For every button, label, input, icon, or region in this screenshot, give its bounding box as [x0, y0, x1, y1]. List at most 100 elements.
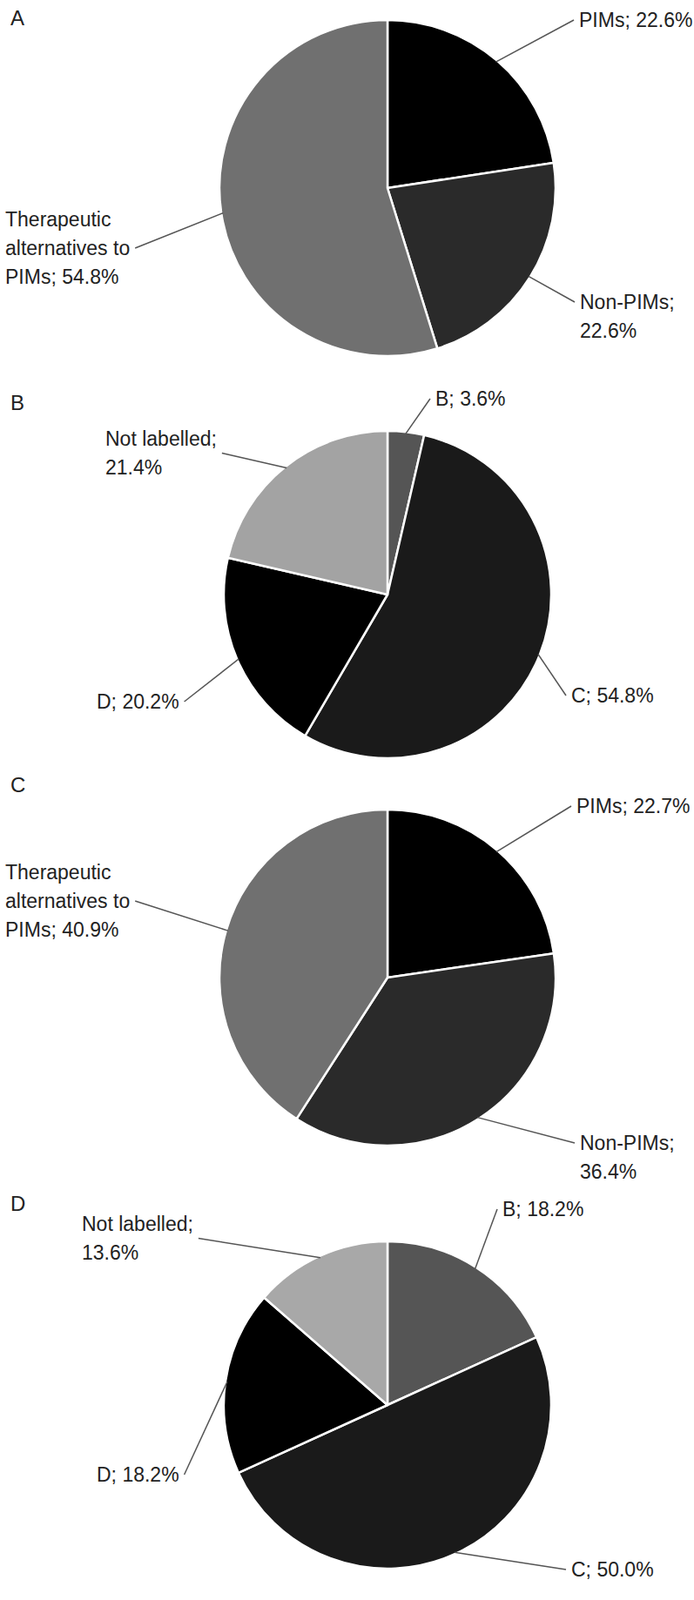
label-text: PIMs; — [579, 8, 631, 32]
label-text: 3.6% — [459, 387, 506, 411]
slice-label: Non-PIMs; 36.4% — [579, 1131, 675, 1184]
label-line: D; 18.2% — [96, 1463, 180, 1487]
pie-slice — [387, 809, 554, 978]
slice-label: Not labelled; 13.6% — [81, 1212, 194, 1265]
slice-label: D; 18.2% — [96, 1463, 180, 1487]
pie-slice — [228, 431, 388, 595]
leader-line — [528, 276, 575, 303]
label-text: B; — [502, 1198, 522, 1221]
label-text: D; — [96, 690, 117, 714]
label-line: 13.6% — [81, 1241, 139, 1265]
slice-label: B; 18.2% — [502, 1198, 584, 1221]
label-text: alternatives — [5, 236, 108, 260]
label-text: 13.6% — [81, 1241, 139, 1265]
panel-label: B — [10, 390, 25, 415]
pie-slice — [263, 1241, 388, 1406]
labels: B; 18.2% C; 50.0% D; 18.2% Not labelled; 13.… — [81, 1198, 654, 1582]
label-line: C; 54.8% — [571, 684, 654, 708]
slices — [219, 20, 556, 357]
label-text: 22.6% — [635, 8, 693, 32]
label-text: 22.6% — [579, 319, 637, 343]
leader-line — [496, 20, 574, 62]
label-text: 50.0% — [596, 1558, 654, 1582]
label-text: PIMs; — [5, 918, 57, 942]
label-line: PIMs; 54.8% — [5, 265, 119, 289]
label-text: 36.4% — [579, 1160, 637, 1184]
label-text: labelled; — [141, 427, 217, 451]
pie-panel: D B; 18.2% C; 50.0% D; 18.2% Not labelled; 13… — [10, 1192, 654, 1582]
label-line: PIMs; 40.9% — [5, 918, 119, 942]
label-text: Non-PIMs; — [579, 1131, 675, 1155]
label-text: 40.9% — [61, 918, 119, 942]
label-text: 22.7% — [633, 795, 690, 818]
leader-line — [222, 453, 287, 469]
label-line: B; 18.2% — [502, 1198, 584, 1221]
leader-line — [496, 806, 572, 853]
label-text: Therapeutic — [5, 861, 111, 884]
leader-line — [184, 1381, 228, 1476]
slices — [223, 431, 552, 759]
pie-panel: C PIMs; 22.7% Non-PIMs; 36.4% Therapeutic alt… — [5, 773, 690, 1184]
label-line: Non-PIMs; — [579, 1131, 675, 1155]
label-line: Non-PIMs; — [579, 290, 675, 314]
label-text: PIMs; — [5, 265, 57, 289]
label-line: Therapeutic — [5, 208, 111, 231]
leader-line — [475, 1209, 498, 1270]
label-line: Not labelled; — [81, 1212, 194, 1236]
label-line: PIMs; 22.6% — [579, 8, 693, 32]
leader-line — [405, 398, 431, 434]
panel-label: A — [10, 6, 25, 30]
label-text: 20.2% — [121, 690, 179, 714]
label-text: to — [113, 236, 130, 260]
pie-panel: A PIMs; 22.6% Non-PIMs; 22.6% Therapeutic alt… — [5, 6, 693, 357]
slices — [219, 809, 556, 1146]
slice-label: Therapeutic alternatives to PIMs; 54.8% — [5, 208, 130, 289]
label-text: PIMs; — [576, 795, 628, 818]
label-text: C; — [571, 684, 592, 708]
leader-line — [477, 1118, 575, 1144]
label-text: 18.2% — [121, 1463, 179, 1487]
pie-slice — [387, 20, 554, 189]
label-text: D; — [96, 1463, 117, 1487]
pie-panel: B B; 3.6% C; 54.8% D; 20.2% Not labelled; 21.… — [10, 387, 654, 759]
label-line: 36.4% — [579, 1160, 637, 1184]
pie-slice — [219, 809, 388, 1119]
slice-label: Therapeutic alternatives to PIMs; 40.9% — [5, 861, 130, 942]
slice-label: Non-PIMs; 22.6% — [579, 290, 675, 343]
label-line: B; 3.6% — [435, 387, 506, 411]
slice-label: PIMs; 22.7% — [576, 795, 690, 818]
labels: B; 3.6% C; 54.8% D; 20.2% Not labelled; 21.4… — [96, 387, 654, 714]
label-text: B; — [435, 387, 455, 411]
panel-label: C — [10, 773, 26, 797]
figure: A PIMs; 22.6% Non-PIMs; 22.6% Therapeutic alt… — [0, 0, 694, 1600]
leader-line — [134, 901, 229, 931]
label-text: 54.8% — [61, 265, 119, 289]
leader-line — [184, 659, 240, 702]
label-line: alternatives to — [5, 889, 130, 913]
panel-label: D — [10, 1192, 26, 1216]
label-text: labelled; — [118, 1212, 194, 1236]
leader-line — [454, 1552, 566, 1570]
slice-label: Not labelled; 21.4% — [105, 427, 217, 479]
label-line: Therapeutic — [5, 861, 111, 884]
label-line: C; 50.0% — [571, 1558, 654, 1582]
label-line: 21.4% — [105, 456, 162, 479]
labels: PIMs; 22.7% Non-PIMs; 36.4% Therapeutic alte… — [5, 795, 690, 1184]
label-line: Not labelled; — [105, 427, 217, 451]
label-text: 54.8% — [596, 684, 654, 708]
label-text: C; — [571, 1558, 592, 1582]
label-text: 18.2% — [526, 1198, 584, 1221]
label-text: Therapeutic — [5, 208, 111, 231]
labels: PIMs; 22.6% Non-PIMs; 22.6% Therapeutic alte… — [5, 8, 693, 343]
leader-line — [538, 653, 566, 696]
label-line: PIMs; 22.7% — [576, 795, 690, 818]
slices — [223, 1241, 552, 1570]
slice-label: B; 3.6% — [435, 387, 506, 411]
pie-slice — [219, 20, 438, 357]
leader-line — [198, 1239, 321, 1259]
label-text: to — [113, 889, 130, 913]
leader-line — [134, 213, 223, 249]
slice-label: C; 54.8% — [571, 684, 654, 708]
label-text: Not — [81, 1212, 114, 1236]
label-line: D; 20.2% — [96, 690, 180, 714]
